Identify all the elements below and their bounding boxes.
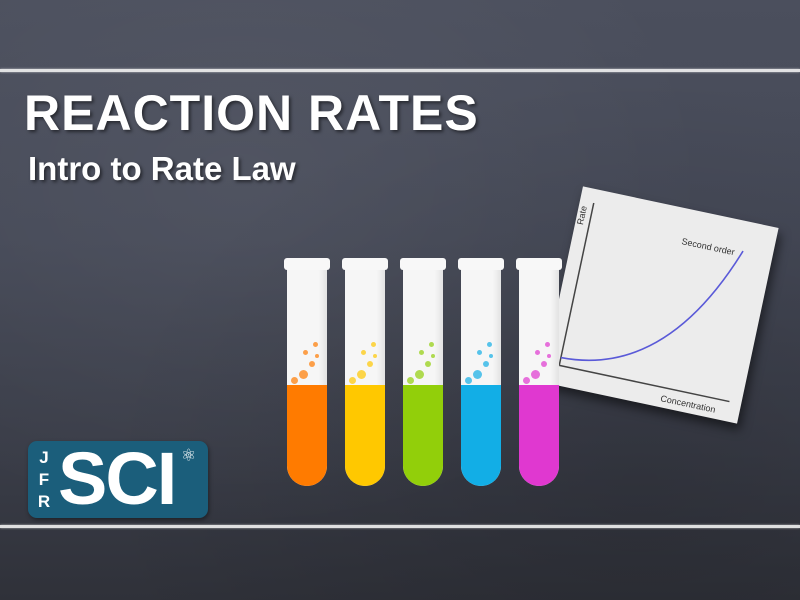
test-tube xyxy=(516,258,563,488)
test-tube xyxy=(284,258,331,488)
test-tube xyxy=(342,258,389,488)
test-tube xyxy=(458,258,505,488)
slide-subtitle: Intro to Rate Law xyxy=(28,150,296,187)
atom-icon: ⚛ xyxy=(181,446,197,465)
curve-label: Second order xyxy=(681,236,736,257)
top-chalk-line xyxy=(0,69,800,72)
logo-sci-text: SCI xyxy=(58,437,177,520)
bottom-chalk-line xyxy=(0,525,800,528)
y-axis-label: Rate xyxy=(575,205,589,226)
rate-vs-concentration-chart: Rate Concentration Second order xyxy=(558,202,744,415)
slide-title: REACTION RATES xyxy=(24,85,479,141)
test-tube xyxy=(400,258,447,488)
logo-jfr-letters: J F R xyxy=(37,448,51,511)
rate-chart-card: Rate Concentration Second order xyxy=(541,186,779,424)
jfr-sci-logo: J F R SCI ⚛ xyxy=(28,437,208,520)
